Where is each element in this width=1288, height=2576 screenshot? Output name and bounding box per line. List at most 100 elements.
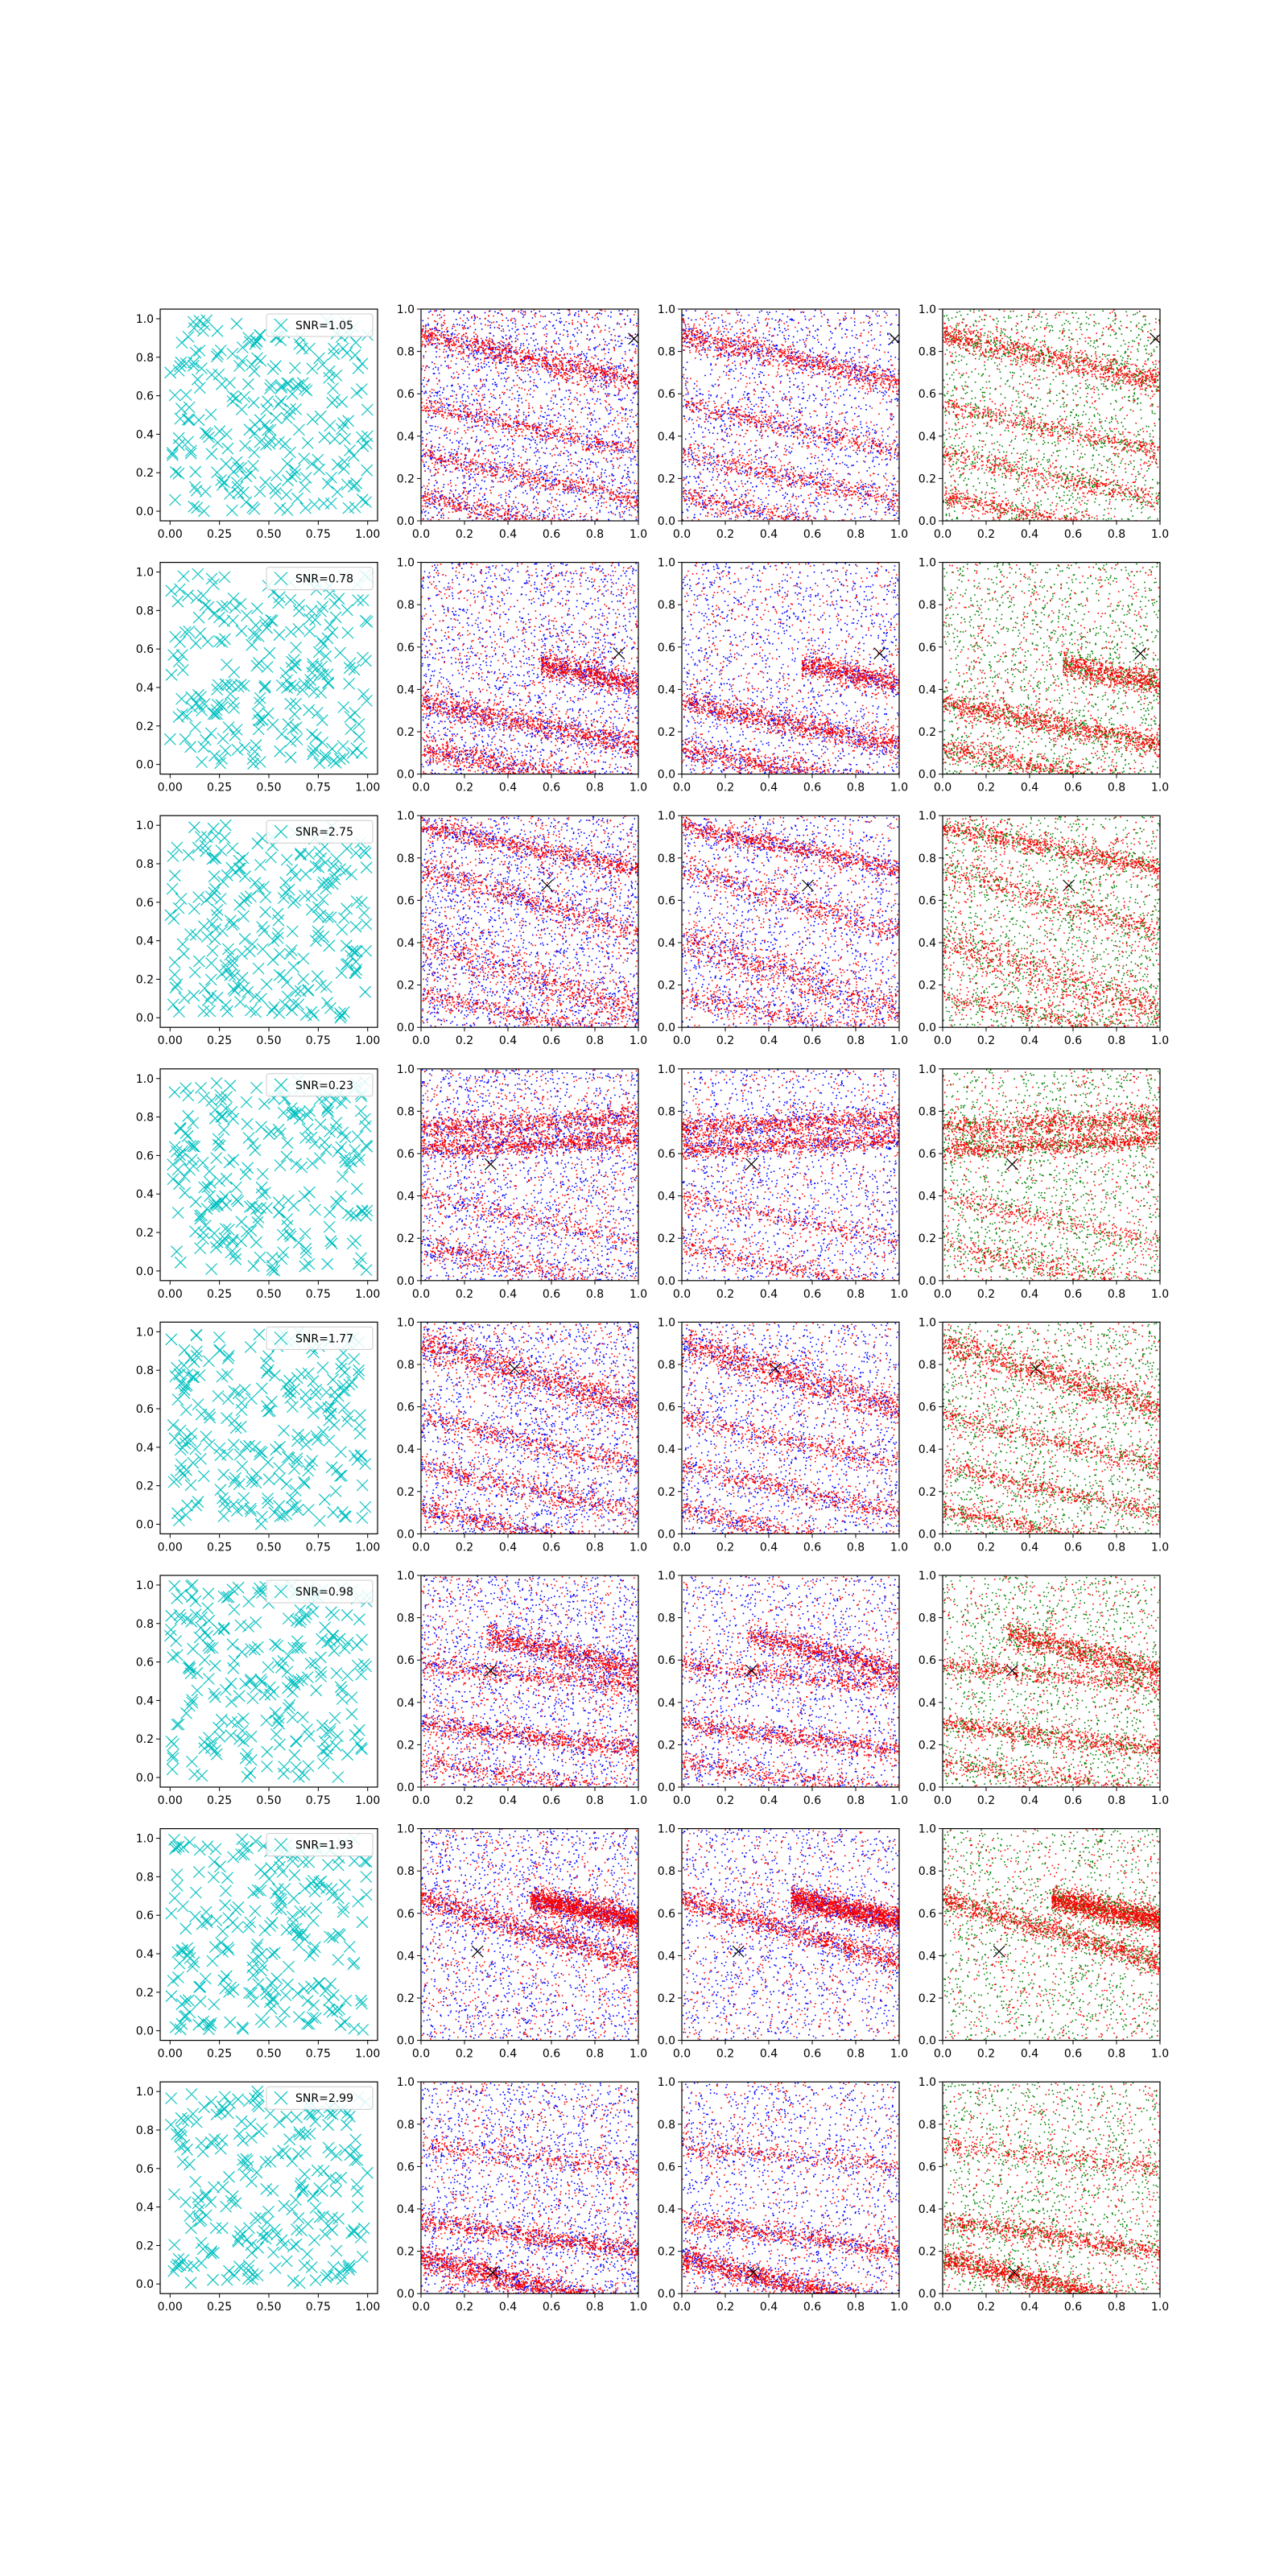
row2-panel-3-xtick-label: 0.0 [673, 782, 691, 795]
row3-panel-3-xtick-label: 0.8 [847, 1034, 865, 1047]
row7-panel-2-ytick-label: 0.8 [397, 1865, 415, 1878]
row5-panel-3-ytick-label: 1.0 [658, 1316, 675, 1329]
row3-uniform-panel-xtick-label: 0.00 [158, 1034, 183, 1047]
row8-panel-4-ytick-label: 1.0 [919, 2076, 936, 2089]
row3-uniform-panel-ytick-label: 0.6 [136, 897, 154, 910]
row4-panel-3-xtick-label: 0.2 [716, 1288, 734, 1301]
row7-panel-3-points-class_b [682, 1829, 900, 2041]
row4-panel-4-ytick-label: 0.8 [919, 1105, 936, 1118]
row2-panel-2-xtick-label: 0.6 [543, 782, 560, 795]
row1-panel-3-ytick-label: 0.8 [658, 346, 675, 359]
row6-panel-4-points-class_c [943, 1575, 1161, 1788]
row1-panel-4-ytick-label: 0.6 [919, 388, 936, 401]
row1-panel-4-xtick-label: 0.2 [977, 528, 995, 541]
row3-panel-4-xtick-label: 0.6 [1064, 1034, 1082, 1047]
row8-panel-3-points-class-a [682, 2082, 900, 2295]
row3-uniform-panel-xtick-label: 0.25 [207, 1034, 232, 1047]
row2-panel-2-points-class-a [421, 563, 639, 776]
row3-panel-4-ytick-label: 0.0 [919, 1022, 936, 1034]
row4-uniform-panel-legend: SNR=0.23 [266, 1074, 373, 1096]
row3-panel-2: 0.0 0.2 0.4 0.6 0.8 1.00.00.20.40.60.81.0 [397, 810, 647, 1047]
row7-panel-4-ytick-label: 0.2 [919, 1992, 936, 2005]
row7-panel-4-ytick-label: 0.0 [919, 2035, 936, 2048]
row4-panel-4-points-class-a [943, 1069, 1161, 1282]
row5-panel-4-ytick-label: 0.0 [919, 1528, 936, 1541]
row6-panel-3-points-class-a [682, 1576, 900, 1789]
row5-panel-2-ytick-label: 0.4 [397, 1443, 415, 1456]
row7-uniform-panel-ytick-label: 0.6 [136, 1909, 154, 1922]
row8-panel-2-plot-area [421, 2082, 640, 2295]
row8-uniform-panel-xtick-label: 1.00 [355, 2301, 380, 2314]
row8-panel-4-xtick-label: 0.8 [1108, 2301, 1125, 2314]
row5-panel-3-plot-area [682, 1323, 901, 1535]
row5-uniform-panel-ytick-label: 0.2 [136, 1480, 154, 1493]
row3-panel-3-ytick-label: 1.0 [658, 810, 675, 823]
row3-uniform-panel: 0.00 0.25 0.50 0.75 1.000.00.20.40.60.81.0SN… [136, 815, 381, 1047]
row6-panel-2-xtick-label: 0.2 [456, 1794, 473, 1807]
row5-uniform-panel-points [166, 1327, 371, 1530]
row8-panel-4-xtick-label: 1.0 [1151, 2301, 1169, 2314]
row8-panel-4-xtick-label: 0.6 [1064, 2301, 1082, 2314]
row7-panel-2-xtick-label: 0.8 [586, 2048, 604, 2061]
row1-panel-3-ytick-label: 0.0 [658, 515, 675, 528]
row1-panel-3-xtick-label: 0.6 [803, 528, 821, 541]
row7-panel-2-xtick-label: 0.2 [456, 2048, 473, 2061]
row6-panel-3-ytick-label: 0.0 [658, 1781, 675, 1794]
row8-panel-3-xtick-label: 1.0 [890, 2301, 908, 2314]
row3-panel-3-xtick-label: 0.4 [760, 1034, 778, 1047]
row7-uniform-panel-legend-label: SNR=1.93 [295, 1839, 353, 1852]
row4-panel-2-points-class_b [421, 1069, 639, 1282]
row3-panel-3-ytick-label: 0.6 [658, 894, 675, 907]
row7-uniform-panel-ytick-label: 0.2 [136, 1987, 154, 2000]
row7-uniform-panel-xtick-label: 1.00 [355, 2048, 380, 2061]
row8-panel-3-xtick-label: 0.8 [847, 2301, 865, 2314]
row1-panel-4-plot-area [943, 309, 1162, 522]
row1-panel-2-xtick-label: 0.4 [499, 528, 517, 541]
row4-uniform-panel-ytick-label: 0.2 [136, 1227, 154, 1240]
row2-panel-2-ytick-label: 0.8 [397, 599, 415, 612]
row7-panel-4-ytick-label: 0.6 [919, 1908, 936, 1921]
row8-panel-2-xtick-label: 0.2 [456, 2301, 473, 2314]
row2-panel-2-plot-area [421, 563, 639, 776]
row1-uniform-panel-xtick-label: 0.00 [158, 528, 183, 541]
row2-panel-3-xtick-label: 0.4 [760, 782, 778, 795]
row3-panel-3-xtick-label: 0.6 [803, 1034, 821, 1047]
row6-panel-4-xtick-label: 0.6 [1064, 1794, 1082, 1807]
row7-panel-2-xtick-label: 0.0 [412, 2048, 430, 2061]
row6-panel-4-ytick-label: 0.8 [919, 1612, 936, 1625]
row5-panel-4-plot-area [943, 1323, 1162, 1535]
row1-uniform-panel-xtick-label: 1.00 [355, 528, 380, 541]
row7-panel-3-ytick-label: 0.4 [658, 1950, 675, 1963]
row2-panel-4-points-class-a [943, 564, 1161, 775]
row1-uniform-panel-ytick-label: 1.0 [136, 313, 154, 326]
row2-uniform-panel: 0.00 0.25 0.50 0.75 1.000.00.20.40.60.81.0SN… [136, 563, 381, 795]
row1-uniform-panel-ytick-label: 0.0 [136, 506, 154, 518]
row1-panel-4: 0.0 0.2 0.4 0.6 0.8 1.00.00.20.40.60.81.0 [919, 303, 1169, 541]
row7-panel-4-points-class_c [943, 1829, 1161, 2041]
row8-panel-2-xtick-label: 1.0 [630, 2301, 647, 2314]
row8-panel-4-points-class-a [943, 2083, 1161, 2295]
row8-panel-3-xtick-label: 0.2 [716, 2301, 734, 2314]
row3-panel-4-ytick-label: 0.6 [919, 894, 936, 907]
row1-panel-2-ytick-label: 0.4 [397, 431, 415, 444]
row3-panel-2-ytick-label: 0.6 [397, 894, 415, 907]
row3-uniform-panel-ytick-label: 1.0 [136, 819, 154, 832]
row2-panel-2-xtick-label: 0.0 [412, 782, 430, 795]
row1-panel-2-ytick-label: 1.0 [397, 303, 415, 316]
row4-panel-4-plot-area [943, 1069, 1162, 1282]
row2-uniform-panel-xtick-label: 0.50 [256, 782, 281, 795]
row8-panel-2-xtick-label: 0.0 [412, 2301, 430, 2314]
row5-panel-2-ytick-label: 0.2 [397, 1486, 415, 1499]
row1-panel-4-xtick-label: 1.0 [1151, 528, 1169, 541]
row6-uniform-panel-ytick-label: 0.2 [136, 1733, 154, 1746]
row6-uniform-panel-legend: SNR=0.98 [266, 1580, 373, 1603]
row5-panel-3-xtick-label: 0.6 [803, 1541, 821, 1554]
row2-panel-2-ytick-label: 0.0 [397, 769, 415, 782]
row2-panel-4-xtick-label: 1.0 [1151, 782, 1169, 795]
row7-panel-2-xtick-label: 0.6 [543, 2048, 560, 2061]
row1-panel-3-xtick-label: 0.4 [760, 528, 778, 541]
row3-panel-3-ytick-label: 0.2 [658, 980, 675, 993]
row8-panel-3-plot-area [682, 2082, 900, 2295]
row7-panel-2-plot-area [421, 1829, 640, 2042]
row6-uniform-panel-xtick-label: 0.00 [158, 1794, 183, 1807]
